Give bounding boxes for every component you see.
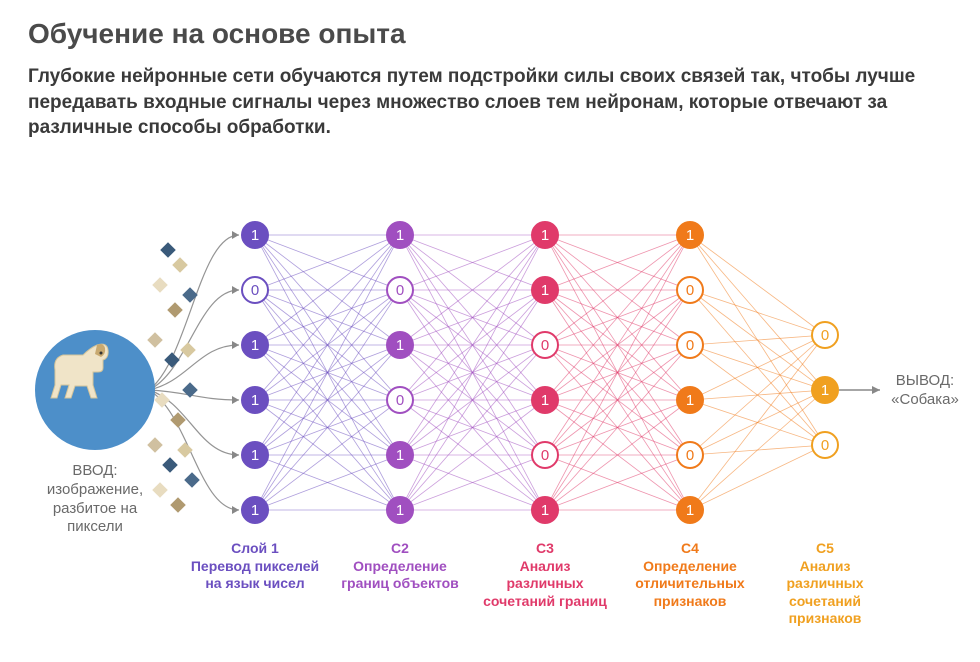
layer-label: Слой 1Перевод пикселей на язык чисел (190, 540, 320, 593)
layer-label: С4Определение отличительных признаков (625, 540, 755, 610)
pixel-square (170, 497, 186, 513)
neuron-node: 1 (531, 276, 559, 304)
neuron-node: 1 (676, 386, 704, 414)
dog-icon (35, 330, 125, 410)
layer-label: С5Анализ различных сочетаний признаков (760, 540, 890, 628)
pixel-square (147, 437, 163, 453)
pixel-square (184, 472, 200, 488)
pixel-square (152, 277, 168, 293)
output-label: ВЫВОД:«Собака» (875, 372, 975, 410)
neuron-node: 0 (241, 276, 269, 304)
neuron-node: 1 (241, 441, 269, 469)
neuron-node: 1 (531, 386, 559, 414)
pixel-square (154, 392, 170, 408)
neuron-node: 1 (241, 221, 269, 249)
neuron-node: 0 (676, 331, 704, 359)
neuron-node: 0 (811, 321, 839, 349)
input-label: ВВОД:изображение, разбитое на пиксели (25, 462, 165, 537)
neuron-node: 0 (386, 276, 414, 304)
input-image-circle (35, 330, 155, 450)
neuron-node: 1 (811, 376, 839, 404)
neuron-node: 0 (811, 431, 839, 459)
neuron-node: 1 (386, 441, 414, 469)
pixel-square (164, 352, 180, 368)
neuron-node: 0 (386, 386, 414, 414)
neuron-node: 1 (241, 496, 269, 524)
layer-label: С2Определение границ объектов (335, 540, 465, 593)
pixel-square (147, 332, 163, 348)
pixel-square (167, 302, 183, 318)
pixel-square (177, 442, 193, 458)
neuron-node: 0 (676, 441, 704, 469)
layer-label: С3Анализ различных сочетаний границ (480, 540, 610, 610)
pixel-square (182, 287, 198, 303)
page-title: Обучение на основе опыта (28, 18, 952, 50)
neuron-node: 1 (386, 496, 414, 524)
neuron-node: 0 (676, 276, 704, 304)
pixel-square (170, 412, 186, 428)
pixel-square (180, 342, 196, 358)
neuron-node: 0 (531, 331, 559, 359)
neuron-node: 1 (676, 496, 704, 524)
pixel-square (172, 257, 188, 273)
neuron-node: 0 (531, 441, 559, 469)
neuron-node: 1 (241, 331, 269, 359)
neuron-node: 1 (531, 496, 559, 524)
pixel-square (182, 382, 198, 398)
pixel-square (160, 242, 176, 258)
neural-network-diagram: 1 0 1 1 1 1 1 0 1 0 1 1 1 1 0 1 0 1 1 0 0 1 0 1 0 1 0 Слой 1Перевод… (0, 190, 980, 650)
neuron-node: 1 (386, 221, 414, 249)
neuron-node: 1 (386, 331, 414, 359)
neuron-node: 1 (241, 386, 269, 414)
page-subtitle: Глубокие нейронные сети обучаются путем … (28, 64, 952, 141)
neuron-node: 1 (676, 221, 704, 249)
neuron-node: 1 (531, 221, 559, 249)
